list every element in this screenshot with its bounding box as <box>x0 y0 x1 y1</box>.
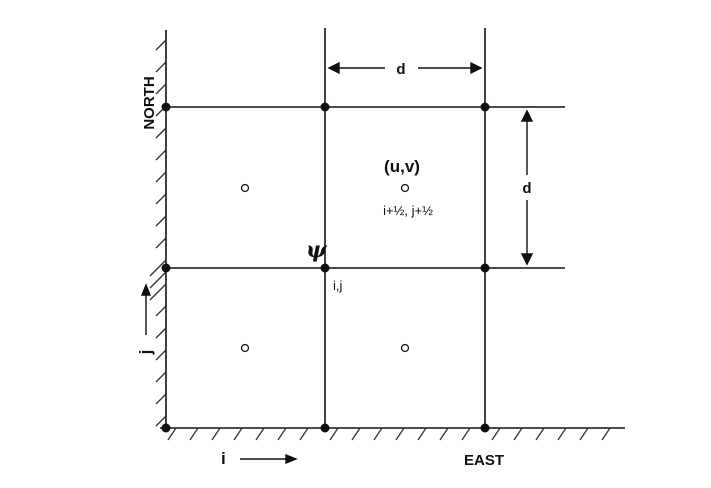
vertical-spacing-dimension <box>520 109 534 266</box>
grid-node <box>480 102 490 112</box>
grid-node <box>320 102 330 112</box>
j-axis-label: j <box>136 350 155 356</box>
cell-center-point <box>240 343 250 353</box>
north-label: NORTH <box>141 76 158 129</box>
node-index-label: i,j <box>333 278 343 293</box>
grid-node <box>480 423 490 433</box>
cell-center-point <box>240 183 250 193</box>
i-direction-arrow <box>240 453 298 465</box>
horizontal-spacing-dimension <box>327 61 483 75</box>
i-axis-label: i <box>221 449 226 468</box>
velocity-index-label: i+½, j+½ <box>383 203 433 218</box>
west-boundary-hatching <box>149 30 167 428</box>
velocity-label: (u,v) <box>384 157 420 176</box>
cell-center-point <box>400 343 410 353</box>
cell-center-point <box>400 183 410 193</box>
grid-lines <box>166 28 565 428</box>
horizontal-spacing-label: d <box>396 61 405 78</box>
cell-center-points <box>240 183 410 353</box>
stream-function-symbol: ψ <box>306 237 328 263</box>
grid-nodes <box>161 102 490 433</box>
east-label: EAST <box>464 452 504 469</box>
south-boundary-hatching <box>160 427 625 441</box>
grid-node <box>480 263 490 273</box>
grid-node <box>161 423 171 433</box>
grid-node <box>161 263 171 273</box>
grid-node <box>320 263 330 273</box>
grid-node <box>161 102 171 112</box>
vertical-spacing-label: d <box>522 180 531 197</box>
j-direction-arrow <box>140 283 152 335</box>
grid-node <box>320 423 330 433</box>
